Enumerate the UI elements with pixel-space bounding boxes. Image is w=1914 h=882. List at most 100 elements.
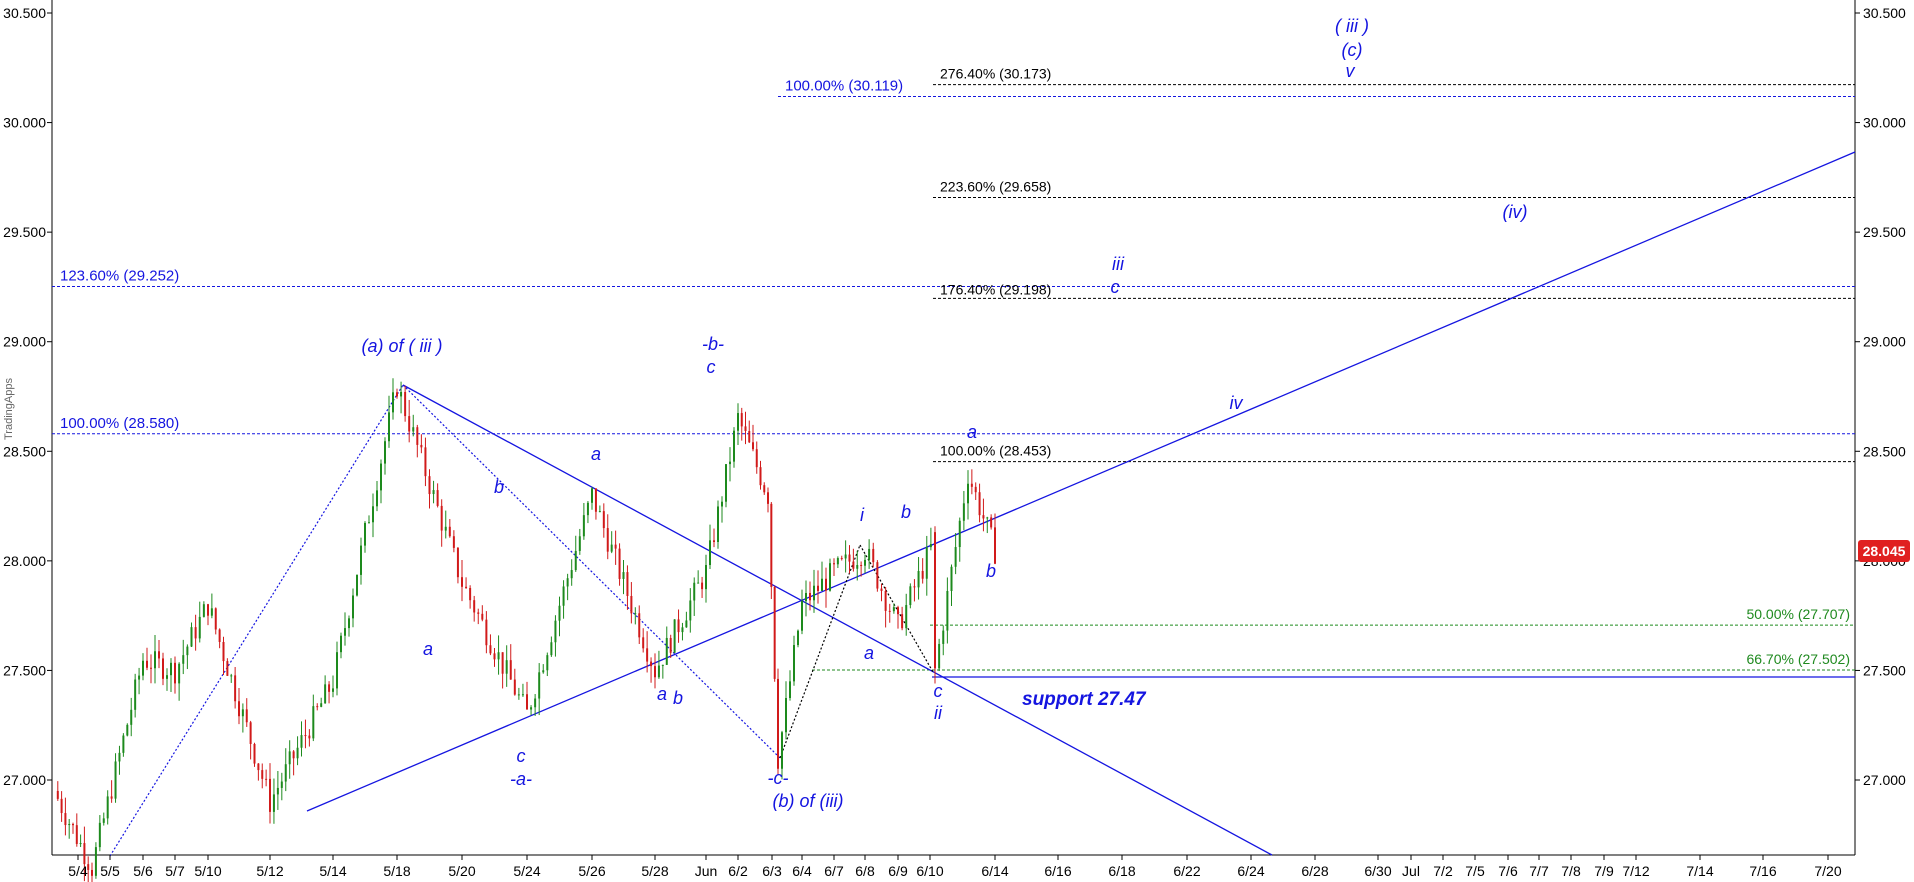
candle-body	[257, 763, 260, 771]
candle-body	[713, 540, 715, 543]
candle-body	[222, 641, 225, 662]
y-tick-label-right: 28.500	[1863, 443, 1906, 459]
candle-body	[566, 578, 569, 587]
candle-body	[114, 761, 117, 799]
candle-body	[214, 608, 217, 630]
candle-body	[673, 619, 676, 653]
wave-label: b	[673, 688, 683, 708]
candle-body	[721, 501, 723, 507]
axes: 30.500 30.500 30.000 30.000 29.500 29.500 29.0…	[3, 5, 1906, 879]
candle-body	[158, 651, 160, 659]
candle-body	[210, 608, 213, 616]
candle-body	[284, 764, 287, 782]
candle-body	[368, 522, 370, 524]
candle-body	[669, 637, 672, 653]
candle-body	[489, 645, 492, 654]
x-tick-label: 6/22	[1173, 863, 1200, 879]
wave-label: c	[1111, 277, 1120, 297]
candle-body	[558, 605, 561, 621]
candle-body	[554, 620, 557, 643]
x-tick-label: 6/16	[1044, 863, 1071, 879]
candle-body	[110, 796, 113, 799]
wave-label: ( iii )	[1335, 16, 1369, 36]
y-tick-label-left: 30.500	[3, 5, 46, 21]
candle-body	[162, 658, 164, 679]
fib-level-label: 100.00% (28.580)	[60, 415, 179, 432]
x-tick-label: 7/9	[1594, 863, 1614, 879]
candle-body	[646, 648, 649, 662]
candle-body	[280, 781, 283, 788]
wave-label: iv	[1230, 393, 1244, 413]
candle-body	[497, 652, 500, 660]
candle-body	[709, 540, 711, 566]
candle-body	[312, 706, 315, 739]
wave-label: c	[517, 746, 526, 766]
wave-label: iii	[1112, 254, 1125, 274]
wave-label: b	[494, 477, 504, 497]
candle-body	[332, 688, 334, 692]
candle-body	[550, 642, 553, 656]
x-tick-label: 7/2	[1433, 863, 1453, 879]
candle-body	[978, 492, 981, 516]
wave-path-line	[109, 384, 404, 857]
x-tick-label: 5/7	[165, 863, 185, 879]
candle-body	[614, 544, 617, 549]
candle-body	[320, 703, 323, 707]
candle-body	[118, 752, 121, 762]
candle-body	[356, 574, 358, 596]
candle-body	[805, 592, 807, 602]
y-tick-label-right: 29.500	[1863, 224, 1906, 240]
x-tick-label: 5/24	[513, 863, 540, 879]
candle-body	[526, 694, 528, 710]
candle-body	[701, 582, 704, 590]
y-tick-label-left: 28.500	[3, 443, 46, 459]
candle-body	[226, 661, 229, 676]
wave-label: a	[967, 422, 977, 442]
fib-level-label: 100.00% (30.119)	[785, 77, 903, 94]
candle-body	[610, 544, 613, 552]
candle-body	[872, 548, 875, 563]
candle-body	[340, 635, 342, 653]
candle-body	[986, 517, 989, 519]
candle-body	[364, 522, 366, 546]
candle-body	[994, 527, 996, 564]
candle-body	[574, 550, 577, 571]
candle-body	[634, 613, 637, 615]
candle-body	[352, 595, 354, 619]
candle-body	[396, 392, 398, 397]
x-tick-label: 7/8	[1561, 863, 1581, 879]
candle-body	[473, 600, 476, 613]
x-tick-label: 5/26	[578, 863, 605, 879]
wave-label: -a-	[510, 769, 532, 789]
candle-body	[68, 823, 71, 826]
candle-body	[150, 667, 152, 669]
candle-body	[344, 628, 346, 636]
fib-levels: 123.60% (29.252) 100.00% (28.580) 100.00% …	[52, 66, 1855, 710]
candle-body	[249, 722, 252, 744]
candle-body	[740, 413, 743, 427]
candle-body	[304, 735, 307, 737]
candle-body	[142, 660, 144, 676]
candle-body	[793, 645, 795, 682]
candle-body	[384, 441, 386, 464]
candle-body	[428, 476, 431, 495]
candle-body	[817, 585, 819, 591]
candle-body	[901, 614, 904, 629]
candle-body	[542, 670, 545, 673]
candle-body	[56, 790, 59, 799]
wave-label: a	[864, 643, 874, 663]
candle-body	[958, 520, 961, 548]
candle-body	[717, 506, 719, 543]
candle-body	[856, 565, 859, 569]
candle-body	[921, 570, 924, 579]
x-tick-label: 7/7	[1529, 863, 1549, 879]
candle-body	[178, 663, 181, 684]
x-tick-label: 6/10	[916, 863, 943, 879]
candle-body	[432, 490, 435, 495]
candle-body	[269, 778, 271, 812]
candle-body	[440, 505, 443, 531]
candle-body	[436, 490, 439, 506]
wave-label: ii	[934, 703, 943, 723]
candle-body	[876, 562, 879, 589]
candle-body	[974, 486, 977, 493]
